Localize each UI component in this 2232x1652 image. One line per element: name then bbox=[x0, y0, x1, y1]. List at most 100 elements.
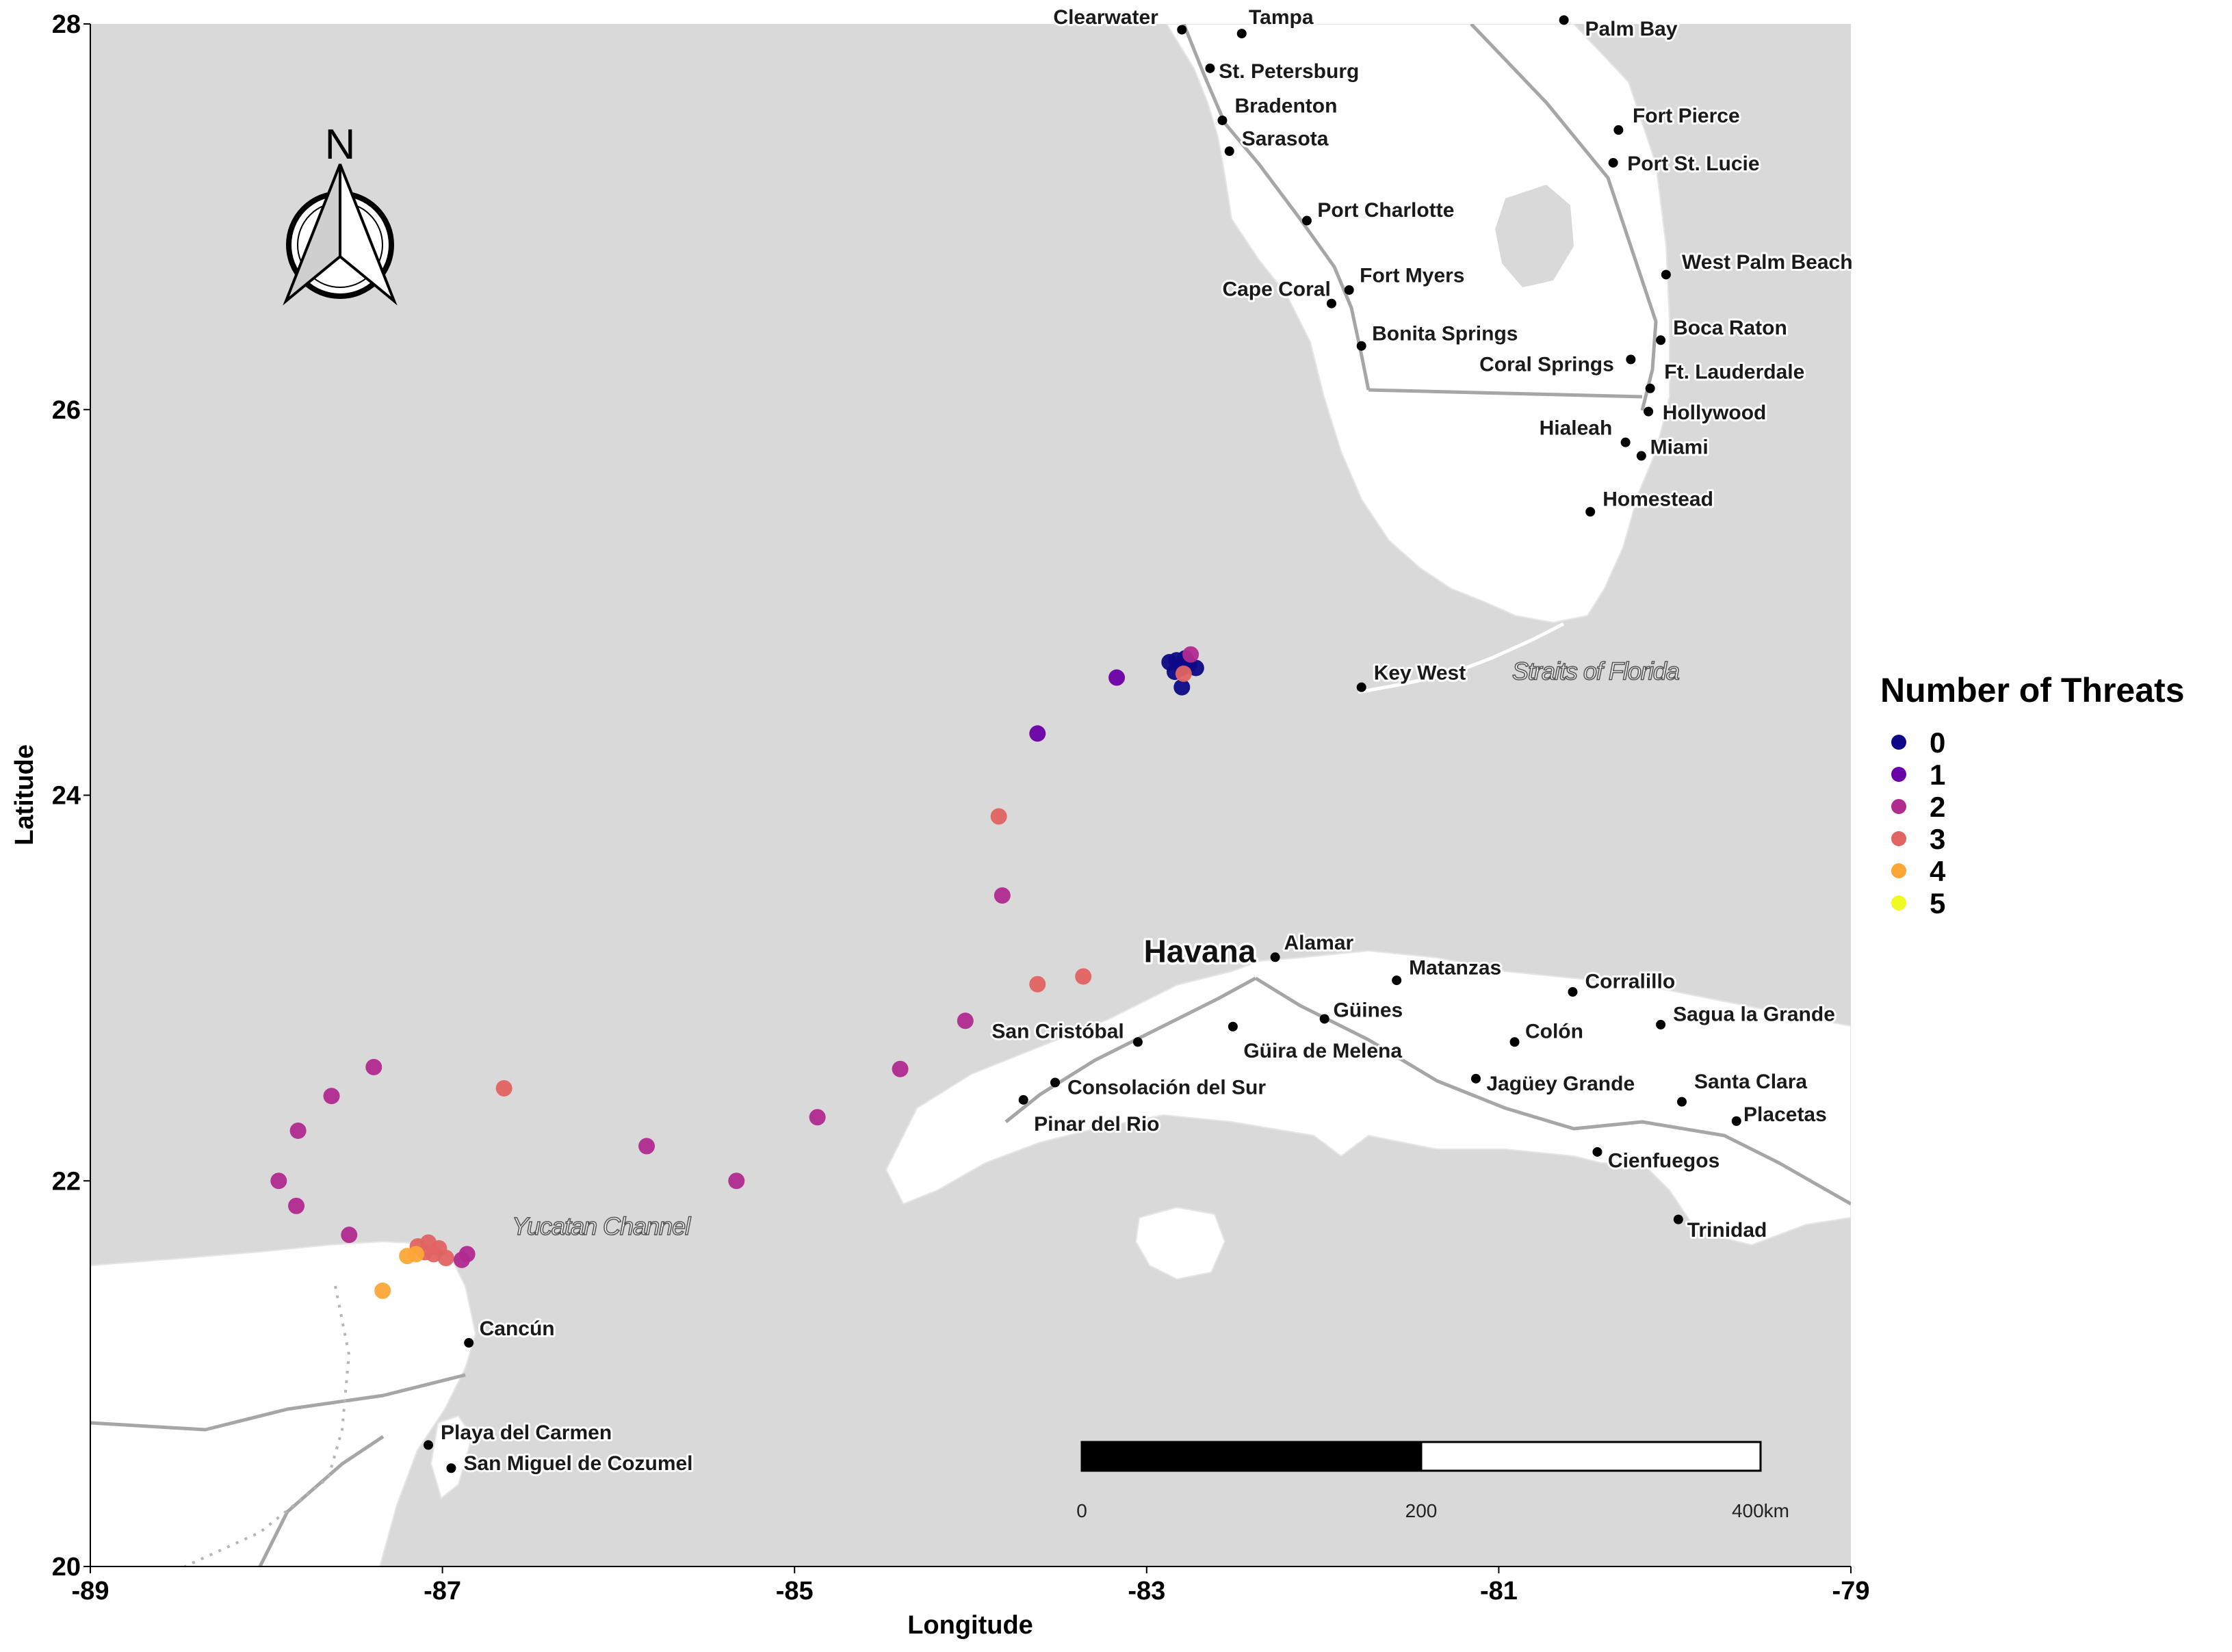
city-label-cienfuegos: Cienfuegos bbox=[1608, 1150, 1720, 1172]
city-label-trinidad: Trinidad bbox=[1687, 1219, 1767, 1242]
threat-point-2 bbox=[957, 1012, 974, 1030]
city-dot-consolacion-del-sur bbox=[1050, 1077, 1061, 1088]
city-dot-bradenton bbox=[1217, 115, 1228, 125]
y-tick-label: 22 bbox=[52, 1167, 81, 1196]
city-label-guira-de-melena: Güira de Melena bbox=[1243, 1040, 1402, 1062]
city-dot-st-petersburg bbox=[1205, 63, 1215, 73]
scale-label-0: 0 bbox=[1076, 1500, 1087, 1521]
threat-point-2 bbox=[289, 1122, 307, 1139]
city-dot-miami bbox=[1636, 451, 1646, 461]
threat-point-2 bbox=[994, 887, 1011, 904]
city-label-palm-bay: Palm Bay bbox=[1585, 18, 1677, 40]
yucatan-channel-label: Yucatan Channel bbox=[512, 1212, 691, 1240]
city-dot-corralillo bbox=[1568, 987, 1578, 997]
city-label-clearwater: Clearwater bbox=[1053, 6, 1158, 29]
city-label-hialeah: Hialeah bbox=[1540, 417, 1613, 439]
city-label-st-petersburg: St. Petersburg bbox=[1219, 60, 1359, 83]
city-label-miami: Miami bbox=[1650, 436, 1709, 459]
city-markers: Clearwater Tampa Palm Bay St. Petersburg Bra… bbox=[424, 4, 1855, 1477]
y-tick-label: 26 bbox=[52, 396, 81, 425]
legend-label-0: 0 bbox=[1930, 726, 1945, 759]
city-dot-port-st-lucie bbox=[1608, 157, 1618, 168]
legend-label-4: 4 bbox=[1930, 855, 1946, 887]
legend-title: Number of Threats bbox=[1880, 671, 2185, 709]
legend-label-5: 5 bbox=[1930, 887, 1945, 919]
city-dot-colon bbox=[1509, 1037, 1520, 1047]
threat-point-1 bbox=[1029, 725, 1046, 742]
borders bbox=[184, 1285, 351, 1566]
city-label-west-palm-beach: West Palm Beach bbox=[1682, 251, 1853, 274]
city-dot-coral-springs bbox=[1626, 354, 1636, 365]
city-dot-santa-clara bbox=[1676, 1097, 1687, 1107]
y-axis-ticks: 20 22 24 26 28 bbox=[52, 10, 90, 1582]
threat-point-2 bbox=[323, 1088, 340, 1105]
city-label-port-st-lucie: Port St. Lucie bbox=[1627, 153, 1759, 175]
cozumel-island bbox=[430, 1415, 473, 1499]
florida-landmass bbox=[1165, 24, 1670, 624]
city-dot-fort-myers bbox=[1344, 285, 1354, 295]
threat-point-2 bbox=[270, 1172, 287, 1190]
city-label-colon: Colón bbox=[1525, 1021, 1583, 1043]
city-dot-pinar-del-rio bbox=[1018, 1094, 1028, 1105]
city-dot-bonita-springs bbox=[1356, 341, 1366, 351]
threat-point-1 bbox=[1108, 669, 1126, 686]
city-label-placetas: Placetas bbox=[1743, 1103, 1827, 1126]
city-label-cancun: Cancún bbox=[480, 1317, 555, 1340]
city-label-santa-clara: Santa Clara bbox=[1694, 1071, 1807, 1093]
city-dot-ft-lauderdale bbox=[1645, 383, 1655, 393]
threat-point-3 bbox=[1029, 975, 1046, 993]
city-label-ft-lauderdale: Ft. Lauderdale bbox=[1664, 361, 1804, 384]
legend-key-5 bbox=[1891, 895, 1906, 910]
city-label-sarasota: Sarasota bbox=[1242, 128, 1329, 150]
threat-point-2 bbox=[809, 1109, 826, 1126]
city-dot-cape-coral bbox=[1326, 298, 1336, 309]
city-label-coral-springs: Coral Springs bbox=[1479, 353, 1614, 376]
threat-point-0 bbox=[1173, 679, 1191, 696]
florida-keys bbox=[1358, 622, 1565, 694]
cuba-landmass bbox=[885, 949, 1851, 1246]
city-label-homestead: Homestead bbox=[1602, 488, 1713, 511]
city-dot-jaguey-grande bbox=[1470, 1073, 1481, 1084]
threat-point-3 bbox=[1075, 968, 1092, 985]
x-tick-label: -79 bbox=[1832, 1577, 1870, 1605]
threat-point-4 bbox=[374, 1282, 391, 1299]
city-label-guines: Güines bbox=[1334, 999, 1403, 1022]
city-label-fort-myers: Fort Myers bbox=[1360, 265, 1464, 287]
city-label-sagua-la-grande: Sagua la Grande bbox=[1673, 1003, 1835, 1025]
city-dot-matanzas bbox=[1392, 975, 1402, 986]
havana-capital-label: Havana bbox=[1144, 934, 1256, 969]
threat-point-2 bbox=[288, 1197, 305, 1214]
city-dot-alamar bbox=[1270, 952, 1280, 962]
city-dot-cienfuegos bbox=[1592, 1146, 1602, 1157]
x-tick-label: -83 bbox=[1128, 1577, 1165, 1605]
straits-of-florida-label: Straits of Florida bbox=[1512, 657, 1679, 685]
city-label-playa-del-carmen: Playa del Carmen bbox=[441, 1421, 612, 1444]
legend-key-1 bbox=[1891, 767, 1906, 782]
y-tick-label: 28 bbox=[52, 10, 81, 39]
legend-label-2: 2 bbox=[1930, 791, 1945, 823]
city-label-bradenton: Bradenton bbox=[1234, 95, 1337, 118]
threat-point-3 bbox=[437, 1250, 454, 1266]
x-axis-ticks: -89 -87 -85 -83 -81 -79 bbox=[72, 1566, 1870, 1605]
city-dot-homestead bbox=[1585, 507, 1596, 517]
city-label-port-charlotte: Port Charlotte bbox=[1317, 199, 1454, 222]
legend-label-1: 1 bbox=[1930, 759, 1945, 791]
x-tick-label: -87 bbox=[424, 1577, 461, 1605]
y-tick-label: 24 bbox=[52, 782, 81, 811]
city-label-boca-raton: Boca Raton bbox=[1673, 317, 1787, 339]
city-dot-hialeah bbox=[1620, 437, 1631, 447]
city-label-san-cristobal: San Cristóbal bbox=[991, 1021, 1124, 1043]
city-dot-port-charlotte bbox=[1301, 215, 1312, 226]
city-dot-cancun bbox=[464, 1338, 474, 1348]
city-dot-west-palm-beach bbox=[1661, 270, 1671, 280]
threat-point-4 bbox=[408, 1246, 425, 1263]
city-dot-san-miguel-de-cozumel bbox=[446, 1463, 456, 1473]
city-dot-guira-de-melena bbox=[1228, 1021, 1238, 1032]
water-body-labels: Yucatan Channel Straits of Florida bbox=[511, 657, 1680, 1241]
city-dot-clearwater bbox=[1177, 25, 1187, 35]
city-label-cape-coral: Cape Coral bbox=[1222, 278, 1330, 300]
city-label-matanzas: Matanzas bbox=[1409, 957, 1501, 980]
scale-bar: 0 200 400km bbox=[1076, 1441, 1789, 1521]
x-axis-title: Longitude bbox=[907, 1611, 1033, 1640]
